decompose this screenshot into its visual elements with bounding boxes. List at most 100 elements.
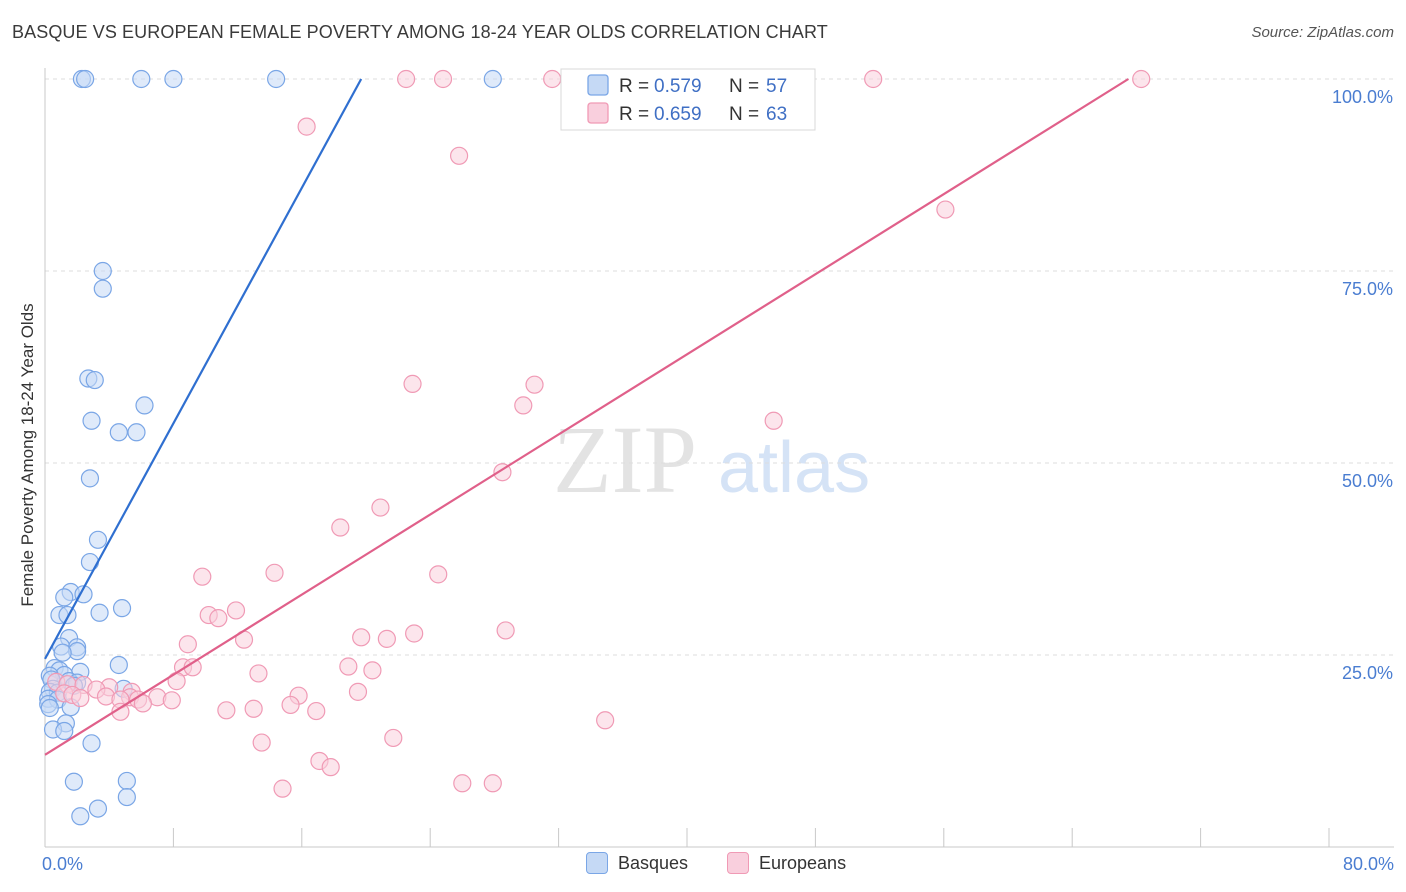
basque-point-4: [267, 69, 286, 89]
basque-point-7: [93, 279, 112, 298]
y-tick-label-100: 100.0%: [1332, 87, 1393, 107]
european-point-64: [273, 779, 292, 798]
tick-labels: 25.0% 50.0% 75.0% 100.0% 0.0% 80.0%: [42, 87, 1394, 874]
european-point-25: [377, 629, 396, 648]
x-tick-label-1: 80.0%: [1343, 854, 1394, 874]
n-value-0: 57: [766, 76, 787, 97]
series-legend: Basques Europeans: [0, 852, 1406, 878]
european-point-40: [348, 682, 368, 701]
basque-point-20: [112, 599, 132, 618]
basque-point-6: [93, 261, 112, 281]
european-point-0: [397, 69, 416, 89]
data-points: [39, 69, 1151, 826]
stats-legend: R = 0.579 N = 57 R = 0.659 N = 63: [560, 68, 816, 131]
y-tick-label-50: 50.0%: [1342, 471, 1393, 491]
european-point-9: [403, 374, 422, 393]
stats-legend-swatch-1: [587, 102, 609, 124]
basque-point-23: [58, 605, 77, 625]
basque-point-19: [55, 588, 74, 607]
european-point-23: [405, 624, 424, 643]
european-point-62: [453, 774, 472, 793]
european-point-55: [307, 701, 326, 721]
basque-point-18: [74, 585, 93, 604]
basque-point-56: [71, 807, 90, 826]
european-point-54: [217, 701, 236, 720]
basque-point-2: [132, 69, 151, 89]
r-label-0: R =: [619, 76, 649, 97]
european-point-8: [936, 200, 955, 219]
basque-point-53: [117, 771, 136, 791]
r-value-0: 0.579: [654, 76, 702, 97]
european-point-61: [321, 758, 340, 777]
basque-point-16: [80, 552, 100, 572]
european-point-47: [71, 688, 90, 708]
basque-point-9: [85, 370, 104, 390]
basque-point-1: [76, 69, 95, 89]
basque-point-15: [88, 530, 108, 549]
european-point-4: [864, 69, 883, 89]
grid-lines: [45, 78, 1394, 656]
basque-point-52: [64, 772, 83, 791]
stats-legend-swatch-0: [587, 74, 609, 96]
basque-point-51: [82, 734, 101, 753]
basque-point-5: [483, 69, 502, 89]
basque-point-11: [82, 411, 101, 430]
european-trend-line: [44, 78, 1129, 756]
basque-point-3: [164, 69, 183, 89]
european-point-59: [252, 733, 271, 752]
european-point-18: [193, 567, 212, 586]
basque-point-12: [109, 423, 128, 442]
european-point-12: [764, 411, 783, 430]
y-tick-label-25: 25.0%: [1342, 663, 1393, 683]
european-point-7: [449, 146, 469, 165]
european-point-22: [496, 621, 515, 640]
european-point-5: [1132, 69, 1151, 89]
legend-item-basques: Basques: [586, 852, 688, 874]
basque-point-14: [80, 469, 100, 488]
european-point-2: [543, 69, 562, 89]
basque-point-28: [53, 643, 72, 662]
legend-label-europeans: Europeans: [759, 852, 847, 873]
european-point-15: [331, 518, 350, 537]
european-point-27: [178, 635, 197, 654]
legend-swatch-basques: [586, 852, 608, 874]
european-point-14: [371, 498, 390, 517]
watermark-zip: ZIP: [553, 406, 697, 513]
r-label-1: R =: [619, 104, 649, 125]
european-point-31: [363, 661, 382, 680]
basque-point-13: [127, 423, 146, 442]
european-point-53: [244, 699, 263, 718]
watermark: ZIP atlas: [553, 406, 870, 513]
r-value-1: 0.659: [654, 104, 702, 125]
european-point-19: [226, 601, 246, 620]
axes: [44, 68, 1394, 848]
european-point-58: [384, 728, 403, 748]
european-point-24: [352, 628, 371, 647]
european-point-11: [514, 396, 533, 415]
basque-point-46: [40, 698, 59, 718]
basque-point-50: [55, 721, 74, 741]
n-label-0: N =: [729, 76, 759, 97]
european-point-1: [433, 69, 453, 89]
chart-title: BASQUE VS EUROPEAN FEMALE POVERTY AMONG …: [12, 22, 828, 42]
european-point-50: [162, 691, 181, 710]
european-point-17: [265, 563, 284, 582]
n-label-1: N =: [729, 104, 759, 125]
european-point-63: [483, 774, 502, 793]
european-point-21: [209, 609, 228, 628]
european-point-57: [596, 711, 615, 730]
basque-point-21: [90, 603, 109, 622]
european-point-52: [281, 695, 300, 715]
n-value-1: 63: [766, 104, 787, 125]
basque-point-54: [117, 787, 136, 807]
basque-trend-line: [44, 78, 363, 660]
legend-label-basques: Basques: [618, 852, 689, 873]
source-label: Source: ZipAtlas.com: [1251, 24, 1394, 41]
basque-point-55: [88, 799, 108, 818]
european-point-6: [297, 117, 316, 136]
watermark-atlas: atlas: [718, 428, 870, 508]
legend-swatch-europeans: [727, 852, 749, 874]
legend-item-europeans: Europeans: [727, 852, 846, 874]
trend-lines: [44, 78, 1129, 756]
